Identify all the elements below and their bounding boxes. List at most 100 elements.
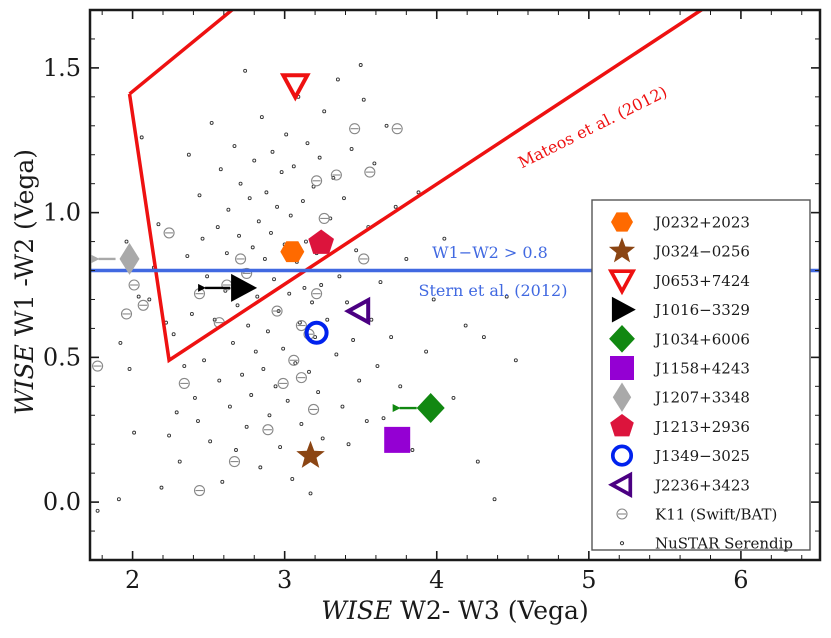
serendip-point <box>267 413 272 418</box>
serendip-point <box>139 135 144 140</box>
k11-point-ring <box>391 123 403 135</box>
serendip-point <box>196 419 200 424</box>
serendip-point <box>127 366 132 371</box>
serendip-point <box>349 146 354 151</box>
serendip-point <box>186 152 191 157</box>
serendip-point <box>265 329 270 334</box>
k11-point <box>295 319 307 332</box>
serendip-point <box>442 236 447 241</box>
k11-point <box>308 403 320 416</box>
source-marker-j06537424 <box>279 73 311 102</box>
y-axis-title: WISE W1 -W2 (Vega) <box>10 149 39 415</box>
serendip-point <box>308 491 313 496</box>
serendip-point <box>250 245 255 250</box>
x-tick-label: 3 <box>277 566 292 594</box>
serendip-point <box>136 294 141 299</box>
k11-point-ring <box>92 360 104 372</box>
serendip-point <box>124 239 129 244</box>
source-marker-j11584243 <box>384 426 411 453</box>
k11-point <box>330 169 342 181</box>
k11-point-ring <box>311 175 323 187</box>
serendip-point <box>340 404 345 409</box>
serendip-point <box>215 225 220 230</box>
legend-label: J1034+6006 <box>653 330 750 348</box>
serendip-point <box>342 196 346 201</box>
serendip-point <box>364 419 369 424</box>
k11-point <box>364 166 376 178</box>
serendip-point <box>378 280 383 285</box>
serendip-point <box>272 277 276 282</box>
k11-point <box>349 123 361 135</box>
k11-point-ring <box>271 305 283 317</box>
legend-label: NuSTAR Serendip <box>655 535 793 553</box>
k11-point-ring <box>178 377 190 389</box>
serendip-point <box>256 219 261 224</box>
k11-point-ring <box>358 253 370 265</box>
serendip-point <box>319 283 324 287</box>
k11-point <box>235 253 247 265</box>
serendip-point <box>249 393 254 397</box>
serendip-point <box>224 251 229 256</box>
k11-point <box>193 484 206 497</box>
serendip-point <box>237 233 241 238</box>
serendip-point <box>258 465 263 470</box>
k11-point <box>311 175 323 187</box>
plot-area <box>90 10 820 513</box>
serendip-point <box>226 207 231 212</box>
stern-label-bottom: Stern et al. (2012) <box>419 281 568 300</box>
source-marker-j12073348 <box>119 242 140 275</box>
legend-marker <box>608 471 633 499</box>
serendip-point <box>185 254 190 259</box>
legend-marker <box>608 237 636 263</box>
k11-point-ring <box>228 456 241 468</box>
serendip-point <box>264 190 269 195</box>
source-marker-j02322023 <box>280 241 305 263</box>
k11-point-ring <box>364 166 376 178</box>
source-marker-j10163329 <box>231 273 258 302</box>
serendip-point <box>167 433 172 438</box>
legend-marker <box>610 356 634 380</box>
legend-item: J1207+3348 <box>612 382 750 412</box>
serendip-point <box>205 274 210 279</box>
k11-point-ring <box>330 169 342 181</box>
serendip-point <box>384 123 389 128</box>
k11-point-ring <box>616 508 628 520</box>
serendip-point <box>238 181 243 186</box>
serendip-point <box>335 77 340 82</box>
serendip-point <box>118 340 123 345</box>
y-axis-title-italic: WISE <box>10 344 39 415</box>
legend-item: J1349−3025 <box>610 444 750 467</box>
serendip-point <box>273 384 278 389</box>
serendip-point <box>232 144 237 149</box>
k11-point <box>277 377 289 389</box>
legend-marker <box>610 414 634 437</box>
k11-point-ring <box>295 319 307 332</box>
stern-label-top: W1−W2 > 0.8 <box>432 243 548 262</box>
k11-point-ring <box>128 279 140 291</box>
serendip-point <box>200 236 205 241</box>
serendip-point <box>246 323 251 328</box>
serendip-point <box>240 372 245 377</box>
legend-serendip-marker <box>619 541 625 546</box>
serendip-point <box>177 459 182 464</box>
y-tick-label: 0.0 <box>43 488 81 516</box>
k11-point <box>262 424 274 436</box>
k11-point <box>288 354 300 366</box>
serendip-point <box>481 335 486 340</box>
serendip-point <box>381 416 386 421</box>
serendip-point <box>234 448 238 452</box>
x-tick-label: 6 <box>733 566 748 594</box>
y-tick-label: 1.5 <box>43 54 81 82</box>
serendip-point <box>182 364 187 369</box>
legend-label: J1207+3348 <box>653 389 750 407</box>
serendip-point <box>116 497 121 502</box>
legend-marker <box>607 269 637 296</box>
k11-point-ring <box>349 123 361 135</box>
k11-point <box>228 456 241 468</box>
y-tick-label: 1.0 <box>43 199 81 227</box>
serendip-point <box>235 303 240 308</box>
serendip-point <box>404 256 409 261</box>
serendip-point <box>285 398 290 403</box>
legend-marker <box>609 325 635 353</box>
serendip-point <box>307 369 311 374</box>
